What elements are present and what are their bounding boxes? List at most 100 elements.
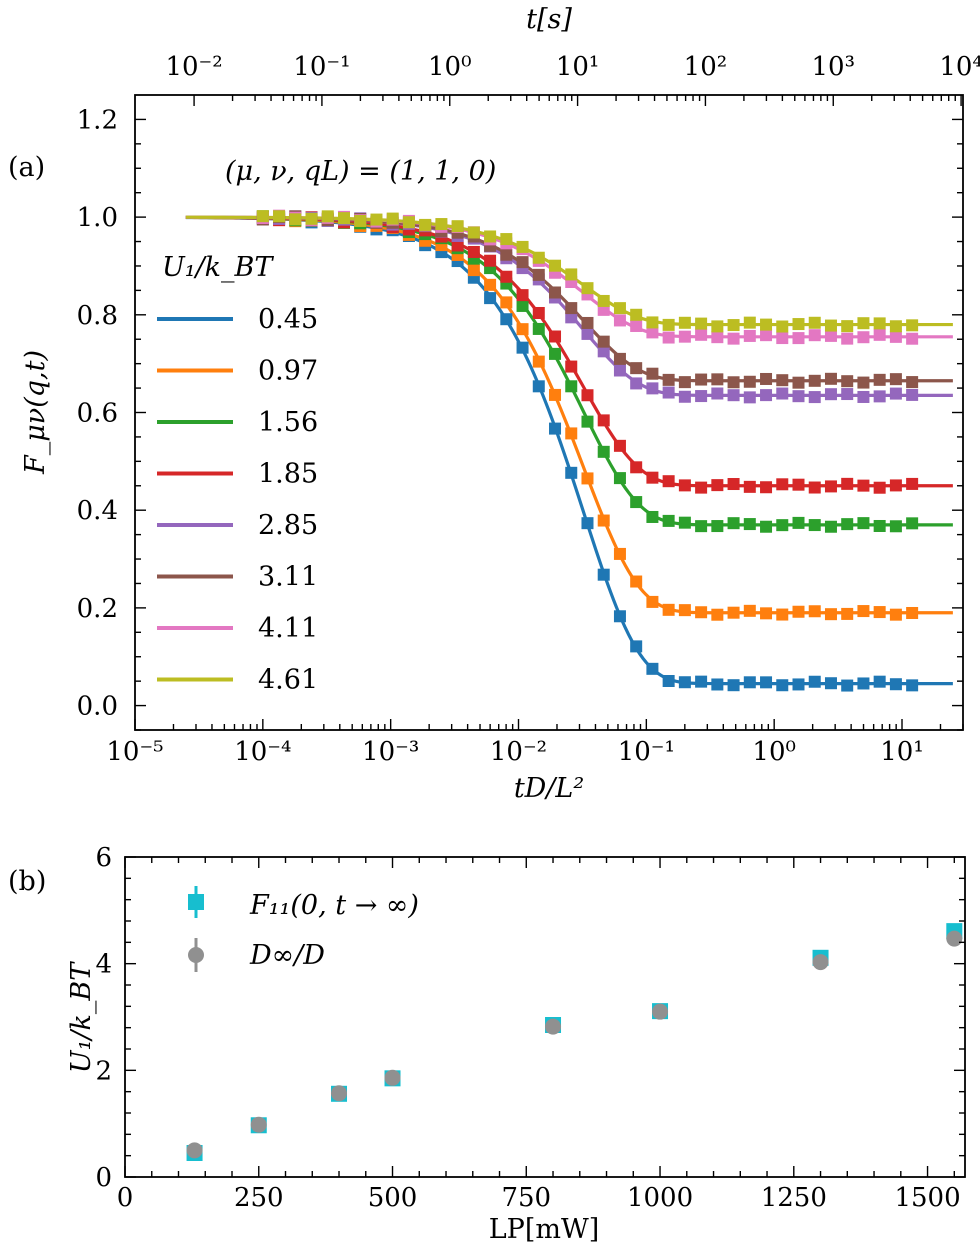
b-x-tick-label: 250 xyxy=(234,1183,284,1213)
top-tick-label: 10⁰ xyxy=(428,52,472,82)
data-point xyxy=(354,214,367,227)
data-point xyxy=(824,329,837,342)
x-tick-label: 10⁰ xyxy=(752,737,796,767)
data-point xyxy=(841,388,854,401)
data-point xyxy=(646,662,659,675)
legend-label-0.97: 0.97 xyxy=(258,356,318,387)
data-point xyxy=(873,328,886,341)
data-point xyxy=(906,477,919,490)
data-point xyxy=(532,268,545,281)
data-point xyxy=(857,677,870,690)
data-point xyxy=(273,210,286,223)
data-point xyxy=(581,415,594,428)
data-point xyxy=(565,302,578,315)
data-point xyxy=(321,210,334,223)
legend-label-3.11: 3.11 xyxy=(258,562,318,593)
data-point xyxy=(873,317,886,330)
data-point xyxy=(808,391,821,404)
data-point xyxy=(841,607,854,620)
data-point xyxy=(581,472,594,485)
data-point xyxy=(776,332,789,345)
data-point xyxy=(581,327,594,340)
dinf-point xyxy=(812,954,829,971)
data-point xyxy=(889,320,902,333)
data-point xyxy=(678,316,691,329)
data-point xyxy=(597,345,610,358)
data-point xyxy=(630,362,643,375)
data-point xyxy=(873,481,886,494)
data-point xyxy=(841,679,854,692)
data-point xyxy=(549,347,562,360)
b-x-tick-label: 1250 xyxy=(761,1183,827,1213)
data-point xyxy=(613,439,626,452)
panel-a-ticks: 10⁻⁵ 10⁻⁴ 10⁻³ 10⁻² 10⁻¹ 10⁰ 10¹ 0.0 0.2 0.4 0.6 0.… xyxy=(77,52,980,767)
data-point xyxy=(727,376,740,389)
data-point xyxy=(613,352,626,365)
dinf-point xyxy=(250,1116,267,1133)
data-point xyxy=(613,302,626,315)
y-tick-label: 1.0 xyxy=(77,203,118,233)
top-tick-label: 10⁻² xyxy=(165,52,222,82)
data-point xyxy=(711,608,724,621)
panel-a: (a) 10⁻⁵ 10⁻⁴ 10⁻³ 10⁻² 10⁻¹ 10⁰ 10¹ 0.0 0.2 0.4 0… xyxy=(8,4,980,804)
data-point xyxy=(630,319,643,332)
panel-a-markers xyxy=(256,209,919,692)
data-point xyxy=(841,320,854,333)
data-point xyxy=(727,517,740,530)
b-x-tick-label: 1500 xyxy=(894,1183,960,1213)
data-point xyxy=(743,329,756,342)
data-point xyxy=(451,255,464,268)
data-point xyxy=(792,318,805,331)
data-point xyxy=(906,376,919,389)
data-point xyxy=(678,676,691,689)
data-point xyxy=(760,481,773,494)
data-point xyxy=(597,294,610,307)
data-point xyxy=(565,311,578,324)
data-point xyxy=(597,445,610,458)
data-point xyxy=(678,604,691,617)
data-point xyxy=(565,268,578,281)
panel-a-annotation: (μ, ν, qL) = (1, 1, 0) xyxy=(225,156,496,187)
data-point xyxy=(841,332,854,345)
data-point xyxy=(613,610,626,623)
data-point xyxy=(500,248,513,261)
data-point xyxy=(808,605,821,618)
data-point xyxy=(695,606,708,619)
data-point xyxy=(743,391,756,404)
b-x-tick-label: 0 xyxy=(117,1183,134,1213)
data-point xyxy=(889,387,902,400)
data-point xyxy=(565,360,578,373)
data-point xyxy=(889,330,902,343)
legend-circle-marker xyxy=(188,947,204,963)
data-point xyxy=(581,316,594,329)
legend-square-marker xyxy=(188,894,204,910)
data-point xyxy=(678,479,691,492)
data-point xyxy=(613,547,626,560)
b-y-tick-label: 6 xyxy=(95,843,112,873)
top-tick-label: 10¹ xyxy=(556,52,600,82)
data-point xyxy=(630,640,643,653)
panel-b-frame xyxy=(124,856,966,1178)
data-point xyxy=(727,478,740,491)
panel-a-y-axis-label: F_μν(q,t) xyxy=(20,350,51,475)
data-point xyxy=(451,220,464,233)
data-point xyxy=(581,517,594,530)
panel-a-label: (a) xyxy=(8,152,45,183)
panel-a-legend: 0.45 0.97 1.56 1.85 2.85 3.11 4.11 4.61 xyxy=(157,304,318,696)
panel-b-ticks: 0 250 500 750 1000 1250 1500 0 2 4 6 xyxy=(95,843,965,1213)
data-point xyxy=(500,270,513,283)
data-point xyxy=(678,516,691,529)
data-point xyxy=(743,480,756,493)
legend-label-f11: F₁₁(0, t → ∞) xyxy=(249,890,419,921)
data-point xyxy=(451,239,464,252)
data-point xyxy=(516,240,529,253)
dinf-point xyxy=(186,1142,203,1159)
data-point xyxy=(906,319,919,332)
data-point xyxy=(776,374,789,387)
data-point xyxy=(906,332,919,345)
data-point xyxy=(776,320,789,333)
data-point xyxy=(776,387,789,400)
data-point xyxy=(776,519,789,532)
data-point xyxy=(776,478,789,491)
